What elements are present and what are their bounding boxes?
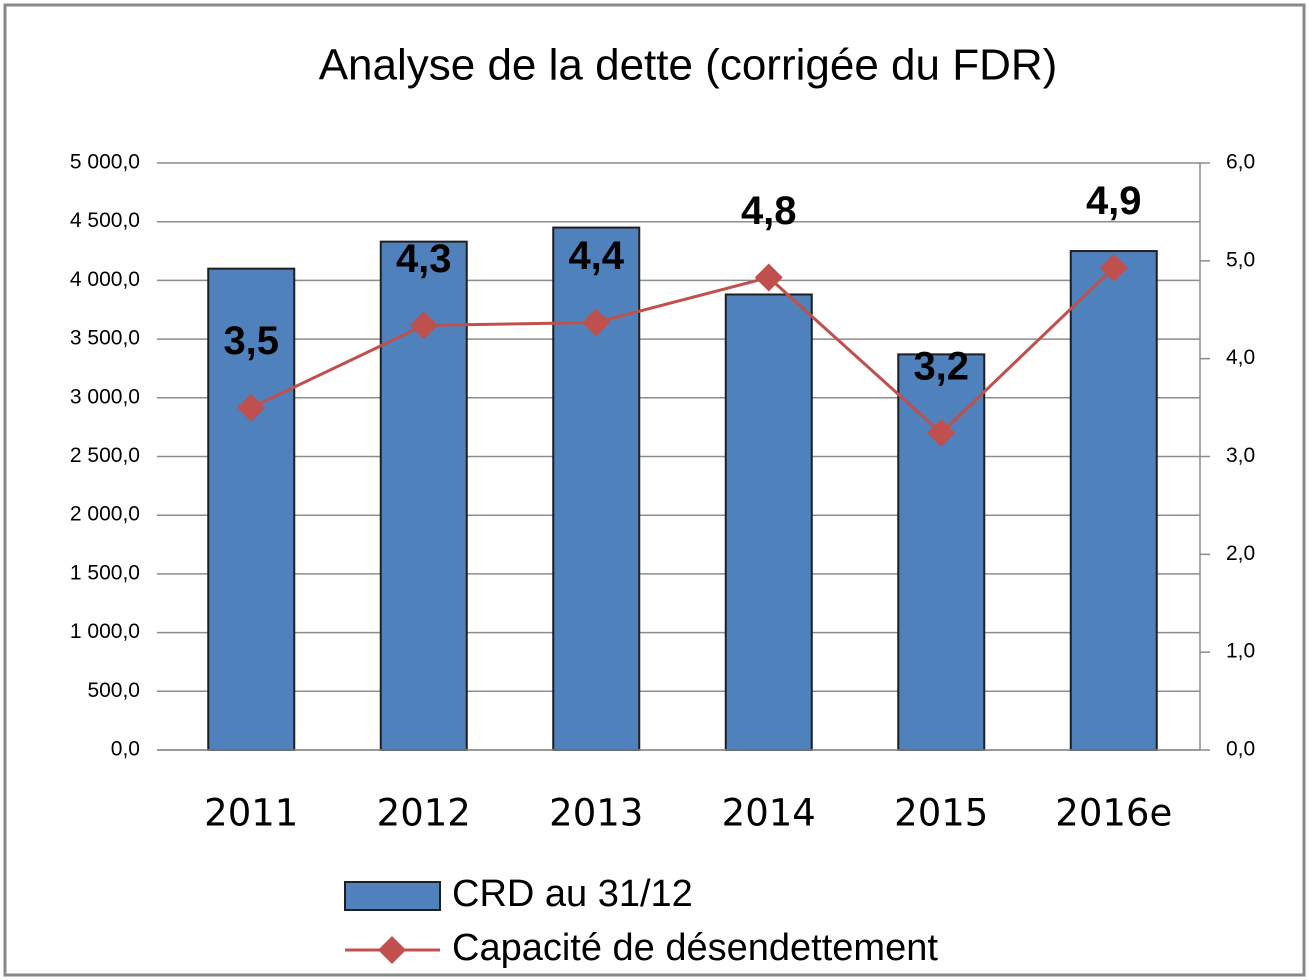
marker (237, 393, 266, 422)
data-label: 4,3 (396, 237, 452, 281)
marker (1099, 253, 1128, 282)
data-label: 4,9 (1086, 179, 1142, 223)
y-tick-label: 4 000,0 (70, 268, 140, 291)
y-tick-label: 500,0 (87, 679, 140, 702)
bar (207, 267, 296, 751)
y-tick-label: 4 500,0 (70, 209, 140, 232)
y-tick-label: 1 000,0 (70, 620, 140, 643)
y-tick-label: 3 500,0 (70, 327, 140, 350)
data-label: 3,5 (223, 319, 279, 363)
marker (409, 311, 438, 340)
y2-tick-label: 2,0 (1226, 542, 1255, 565)
marker (927, 419, 956, 448)
bar (897, 353, 986, 751)
line (250, 266, 1115, 436)
x-tick-label: 2014 (722, 792, 816, 835)
legend-swatch (344, 881, 441, 911)
y-tick-label: 5 000,0 (70, 151, 140, 174)
x-tick-label: 2011 (204, 792, 298, 835)
marker (754, 263, 783, 292)
x-tick-label: 2012 (377, 792, 471, 835)
legend-label: CRD au 31/12 (452, 873, 693, 915)
y2-tick-label: 6,0 (1226, 151, 1255, 174)
x-tick-label: 2015 (894, 792, 988, 835)
y2-tick-label: 3,0 (1226, 444, 1255, 467)
y-tick-label: 2 500,0 (70, 444, 140, 467)
bar (724, 293, 813, 751)
x-tick-label: 2013 (549, 792, 643, 835)
y-tick-label: 3 000,0 (70, 385, 140, 408)
legend-label: Capacité de désendettement (452, 927, 938, 969)
chart-title: Analyse de la dette (corrigée du FDR) (319, 41, 1058, 90)
marker (582, 308, 611, 337)
data-label: 4,4 (568, 234, 624, 278)
y2-tick-label: 0,0 (1226, 738, 1255, 761)
legend-marker (378, 936, 406, 964)
data-label: 3,2 (913, 345, 969, 389)
y-tick-label: 2 000,0 (70, 503, 140, 526)
y2-tick-label: 5,0 (1226, 248, 1255, 271)
bar (552, 226, 641, 751)
y2-tick-label: 4,0 (1226, 346, 1255, 369)
bar (1069, 250, 1158, 752)
y-tick-label: 1 500,0 (70, 561, 140, 584)
y2-tick-label: 1,0 (1226, 640, 1255, 663)
x-tick-label: 2016e (1055, 792, 1172, 835)
data-label: 4,8 (741, 189, 797, 233)
y-tick-label: 0,0 (111, 738, 140, 761)
